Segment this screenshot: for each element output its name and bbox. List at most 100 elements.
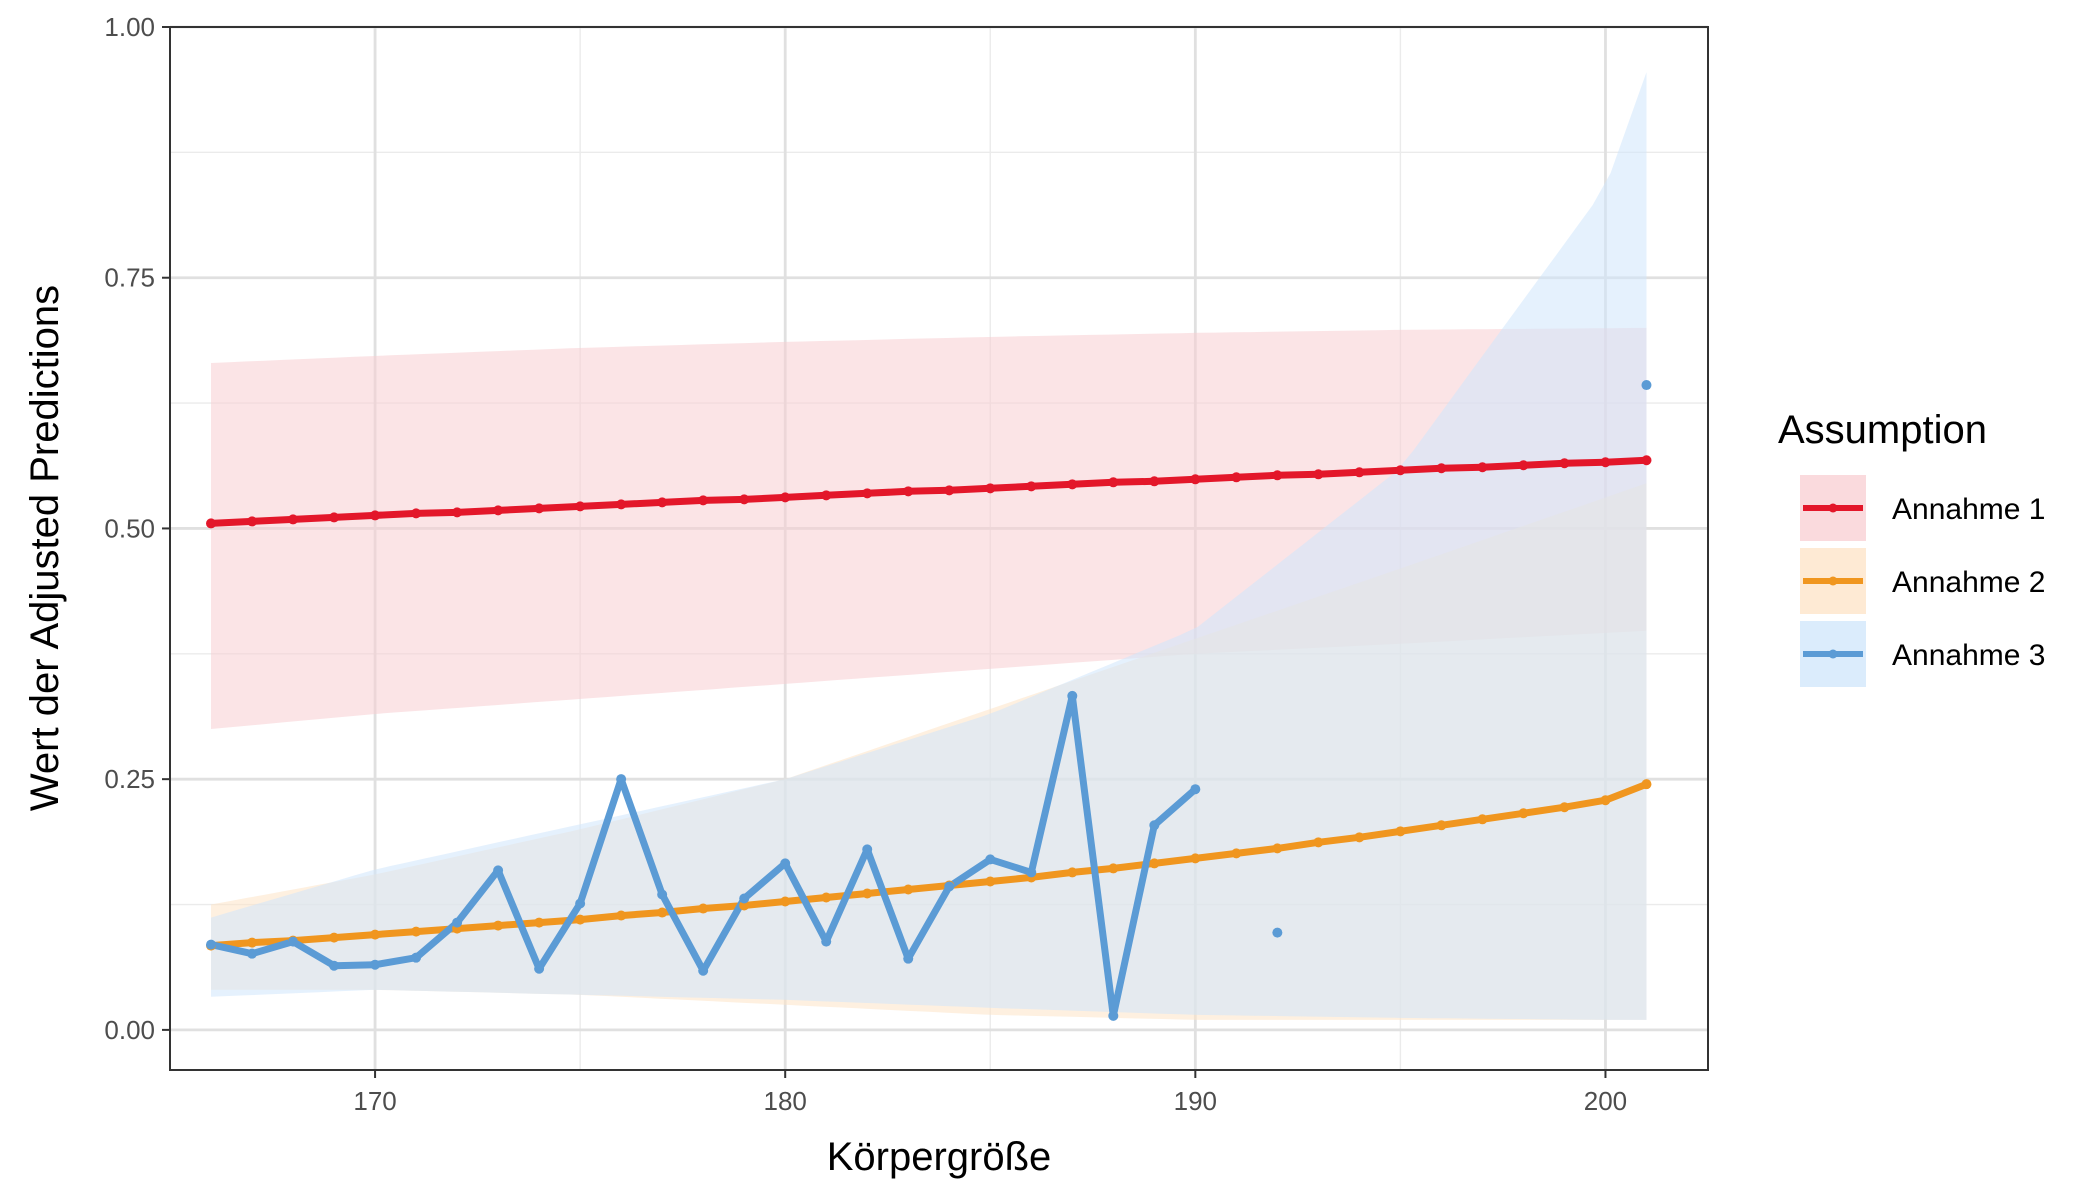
point-annahme-3	[1026, 867, 1037, 878]
ribbons	[211, 72, 1647, 1020]
point-annahme-2	[247, 937, 258, 948]
point-annahme-2	[1559, 802, 1570, 813]
y-axis-title: Wert der Adjusted Predictions	[23, 285, 67, 811]
point-annahme-2	[862, 888, 873, 899]
point-annahme-2	[1436, 820, 1447, 831]
y-tick-label: 0.25	[104, 764, 155, 794]
point-annahme-3	[657, 889, 668, 900]
point-annahme-2	[739, 900, 750, 911]
point-annahme-1	[944, 485, 955, 496]
legend: Assumption Annahme 1 Annahme 2 Annahme 3	[1778, 408, 2045, 687]
point-annahme-1	[1190, 474, 1201, 485]
point-annahme-2	[1067, 867, 1078, 878]
point-annahme-3	[862, 844, 873, 855]
point-annahme-1	[411, 508, 422, 519]
point-annahme-1	[739, 494, 750, 505]
x-tick-label: 170	[353, 1086, 396, 1116]
point-annahme-1	[370, 510, 381, 521]
y-tick-label: 0.00	[104, 1015, 155, 1045]
point-annahme-3	[288, 936, 299, 947]
point-annahme-1	[1067, 479, 1078, 490]
series-points	[206, 380, 1652, 1021]
point-annahme-3	[944, 881, 955, 892]
point-annahme-1	[575, 501, 586, 512]
point-annahme-1	[534, 503, 545, 514]
point-annahme-3	[534, 963, 545, 974]
point-annahme-1	[698, 495, 709, 506]
point-annahme-1	[247, 516, 258, 527]
point-annahme-3	[370, 959, 381, 970]
point-annahme-3	[1190, 784, 1201, 795]
point-annahme-1	[493, 505, 504, 516]
point-annahme-1	[329, 512, 340, 523]
point-annahme-2	[575, 914, 586, 925]
point-annahme-1	[1436, 463, 1447, 474]
point-annahme-3	[1149, 820, 1160, 831]
point-annahme-3	[698, 965, 709, 976]
point-annahme-1	[821, 490, 832, 501]
isolated-point-annahme-3	[1641, 380, 1652, 391]
point-annahme-2	[1395, 826, 1406, 837]
point-annahme-2	[1190, 853, 1201, 864]
point-annahme-1	[1231, 472, 1242, 483]
point-annahme-1	[862, 488, 873, 499]
point-annahme-3	[206, 939, 217, 950]
point-annahme-2	[698, 903, 709, 914]
point-annahme-3	[575, 898, 586, 909]
point-annahme-3	[780, 858, 791, 869]
point-annahme-3	[329, 960, 340, 971]
legend-item-annahme-3: Annahme 3	[1800, 621, 2045, 687]
point-annahme-3	[739, 893, 750, 904]
point-annahme-2	[903, 884, 914, 895]
point-annahme-2	[657, 907, 668, 918]
legend-key-point	[1828, 503, 1838, 513]
point-annahme-1	[1641, 455, 1652, 466]
point-annahme-3	[411, 952, 422, 963]
point-annahme-1	[288, 514, 299, 525]
x-tick-label: 180	[764, 1086, 807, 1116]
legend-label: Annahme 3	[1892, 639, 2045, 672]
ribbon-annahme-3	[211, 72, 1647, 1020]
point-annahme-1	[1272, 470, 1283, 481]
y-tick-label: 0.75	[104, 263, 155, 293]
point-annahme-2	[534, 917, 545, 928]
point-annahme-1	[1026, 481, 1037, 492]
point-annahme-1	[452, 507, 463, 518]
panel-border	[169, 26, 1709, 1071]
point-annahme-2	[1272, 843, 1283, 854]
point-annahme-2	[1313, 837, 1324, 848]
point-annahme-3	[616, 774, 627, 785]
point-annahme-1	[1108, 477, 1119, 488]
y-tick-label: 1.00	[104, 12, 155, 42]
point-annahme-3	[821, 936, 832, 947]
point-annahme-1	[1313, 469, 1324, 480]
point-annahme-2	[329, 932, 340, 943]
point-annahme-2	[821, 892, 832, 903]
legend-label: Annahme 2	[1892, 566, 2045, 599]
legend-keys: Annahme 1 Annahme 2 Annahme 3	[1800, 475, 2045, 687]
point-annahme-2	[493, 920, 504, 931]
point-annahme-2	[370, 929, 381, 940]
point-annahme-2	[616, 910, 627, 921]
point-annahme-1	[985, 483, 996, 494]
point-annahme-3	[1108, 1010, 1119, 1021]
point-annahme-2	[985, 876, 996, 887]
point-annahme-1	[903, 486, 914, 497]
point-annahme-2	[1641, 779, 1652, 790]
legend-label: Annahme 1	[1892, 493, 2045, 526]
point-annahme-1	[1395, 465, 1406, 476]
legend-key-point	[1828, 649, 1838, 659]
point-annahme-2	[1477, 814, 1488, 825]
legend-item-annahme-2: Annahme 2	[1800, 548, 2045, 614]
point-annahme-3	[247, 948, 258, 959]
point-annahme-3	[903, 953, 914, 964]
point-annahme-2	[1149, 858, 1160, 869]
point-annahme-2	[1600, 795, 1611, 806]
point-annahme-2	[1231, 848, 1242, 859]
point-annahme-2	[411, 926, 422, 937]
point-annahme-2	[780, 896, 791, 907]
isolated-point-annahme-3	[1272, 927, 1283, 938]
point-annahme-1	[1354, 467, 1365, 478]
axes: 170 180 190 200 0.00 0.25 0.50 0.75 1.00	[104, 12, 1627, 1116]
